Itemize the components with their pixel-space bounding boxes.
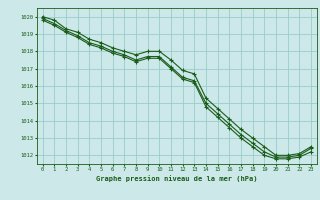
X-axis label: Graphe pression niveau de la mer (hPa): Graphe pression niveau de la mer (hPa) <box>96 175 258 182</box>
